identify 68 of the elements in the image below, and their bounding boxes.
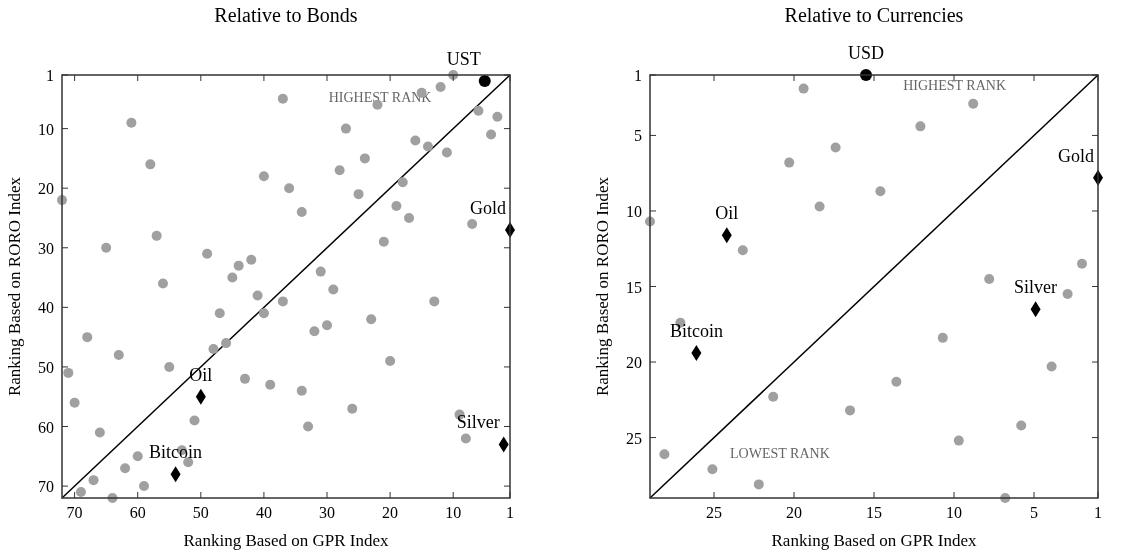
x-axis-title: Ranking Based on GPR Index: [771, 531, 977, 550]
series-label: Oil: [189, 364, 213, 385]
y-tick-label: 1: [634, 67, 642, 84]
point: [984, 273, 995, 284]
y-tick-label: 15: [626, 278, 642, 296]
point: [830, 142, 841, 153]
y-tick-label: 20: [38, 180, 54, 198]
x-axis-title: Ranking Based on GPR Index: [183, 531, 389, 550]
point: [737, 245, 748, 256]
chart-title: Relative to Currencies: [784, 4, 964, 26]
point: [1046, 361, 1057, 372]
point: [707, 464, 718, 475]
y-tick-label: 5: [634, 127, 642, 145]
y-tick-label: 1: [46, 67, 54, 84]
x-tick-label: 20: [786, 504, 802, 521]
point: [891, 376, 902, 387]
x-tick-label: 20: [382, 504, 399, 521]
x-tick-label: 1: [1094, 504, 1102, 521]
y-tick-label: 25: [626, 429, 642, 447]
y-tick-label: 10: [38, 120, 54, 138]
series-label: Gold: [1058, 145, 1094, 166]
annotation: HIGHEST RANK: [903, 77, 1007, 93]
point: [875, 186, 886, 197]
point: [1077, 258, 1087, 269]
y-tick-label: 50: [38, 358, 54, 376]
point: [478, 74, 491, 87]
point: [768, 391, 779, 402]
series-label: USD: [847, 43, 885, 63]
series-label: Silver: [1014, 277, 1058, 298]
y-tick-label: 60: [38, 418, 54, 436]
point: [753, 479, 764, 490]
x-tick-label: 25: [706, 504, 722, 521]
y-tick-label: 30: [38, 239, 54, 257]
x-tick-label: 10: [445, 504, 462, 521]
point: [814, 201, 825, 212]
y-tick-label: 20: [626, 354, 642, 372]
annotation: LOWEST RANK: [730, 445, 830, 461]
point: [953, 435, 964, 446]
series-label: Bitcoin: [149, 442, 203, 463]
point: [784, 157, 795, 168]
y-tick-label: 40: [38, 299, 54, 317]
y-tick-label: 70: [38, 478, 54, 496]
point: [659, 449, 670, 460]
x-tick-label: 60: [129, 504, 146, 521]
y-axis-title: Ranking Based on RORO Index: [5, 176, 24, 397]
series-label: Gold: [470, 197, 506, 218]
x-tick-label: 50: [192, 504, 209, 521]
x-tick-label: 70: [66, 504, 83, 521]
x-tick-label: 15: [866, 504, 882, 521]
point: [968, 98, 979, 109]
chart-title: Relative to Bonds: [214, 4, 358, 26]
x-tick-label: 30: [319, 504, 336, 521]
point: [845, 405, 855, 416]
series-label: UST: [446, 48, 481, 69]
x-tick-label: 5: [1030, 504, 1038, 521]
point: [937, 332, 948, 343]
series-label: Bitcoin: [669, 320, 723, 341]
y-tick-label: 10: [626, 202, 642, 220]
point: [1062, 289, 1073, 300]
point: [915, 121, 926, 132]
x-tick-label: 1: [506, 504, 514, 521]
point: [1016, 420, 1027, 431]
point: [798, 83, 809, 94]
y-axis-title: Ranking Based on RORO Index: [593, 176, 612, 397]
series-label: Silver: [456, 412, 500, 433]
x-tick-label: 40: [255, 504, 272, 521]
x-tick-label: 10: [946, 504, 962, 521]
series-label: Oil: [715, 203, 739, 224]
